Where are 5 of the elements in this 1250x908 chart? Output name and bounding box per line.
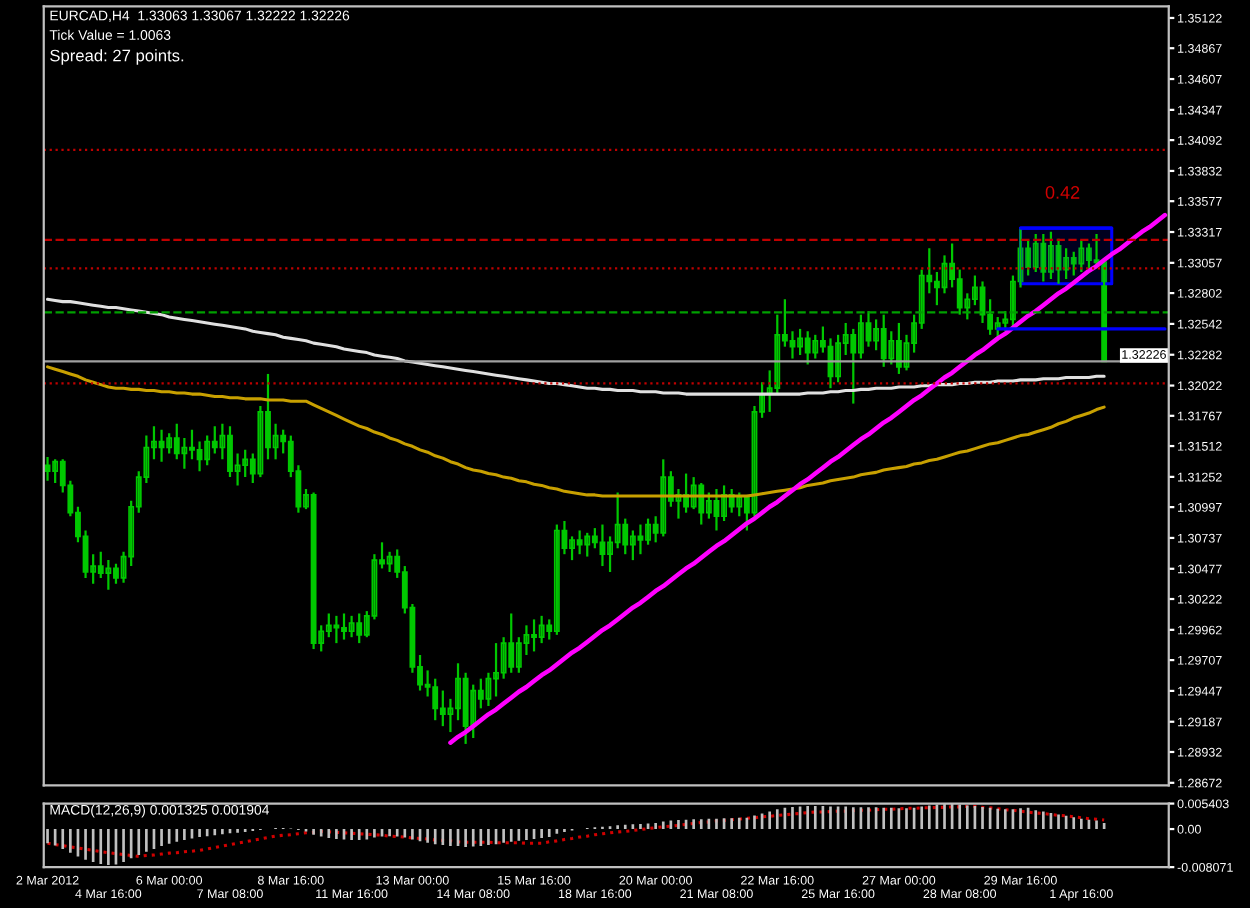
line-series [46,804,1106,858]
annotation: 0.42 [1045,186,1080,199]
candlestick [1101,260,1108,363]
line-series [448,212,1168,745]
annotation: Spread: 27 points. [50,49,184,65]
